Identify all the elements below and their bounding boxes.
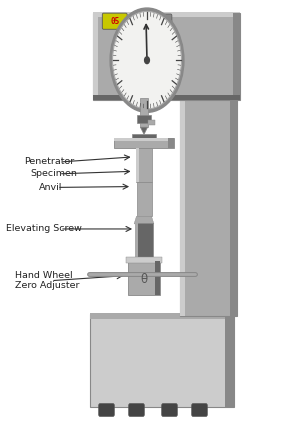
FancyBboxPatch shape bbox=[136, 182, 152, 216]
FancyBboxPatch shape bbox=[93, 13, 98, 100]
FancyBboxPatch shape bbox=[159, 14, 172, 28]
FancyBboxPatch shape bbox=[132, 14, 145, 28]
FancyBboxPatch shape bbox=[225, 314, 234, 407]
Circle shape bbox=[112, 11, 182, 109]
FancyBboxPatch shape bbox=[146, 14, 158, 28]
FancyBboxPatch shape bbox=[232, 13, 240, 100]
Text: Anvil: Anvil bbox=[39, 183, 62, 192]
FancyBboxPatch shape bbox=[140, 98, 148, 127]
FancyBboxPatch shape bbox=[129, 404, 144, 416]
Polygon shape bbox=[134, 216, 154, 224]
FancyBboxPatch shape bbox=[114, 138, 174, 148]
FancyBboxPatch shape bbox=[114, 138, 174, 141]
FancyBboxPatch shape bbox=[136, 148, 139, 182]
FancyBboxPatch shape bbox=[102, 13, 127, 29]
FancyBboxPatch shape bbox=[136, 148, 152, 182]
Circle shape bbox=[145, 57, 149, 64]
FancyBboxPatch shape bbox=[155, 261, 160, 295]
FancyBboxPatch shape bbox=[168, 138, 174, 148]
Text: Hand Wheel
Zero Adjuster: Hand Wheel Zero Adjuster bbox=[15, 271, 80, 290]
FancyBboxPatch shape bbox=[180, 45, 185, 316]
Circle shape bbox=[110, 8, 184, 112]
FancyBboxPatch shape bbox=[99, 404, 114, 416]
Text: 05: 05 bbox=[110, 17, 119, 26]
Text: θ: θ bbox=[140, 273, 148, 286]
FancyBboxPatch shape bbox=[135, 223, 138, 261]
FancyBboxPatch shape bbox=[148, 120, 154, 125]
FancyBboxPatch shape bbox=[132, 134, 156, 139]
Text: Elevating Screw: Elevating Screw bbox=[6, 224, 82, 234]
FancyBboxPatch shape bbox=[90, 314, 234, 407]
FancyBboxPatch shape bbox=[93, 95, 240, 100]
FancyBboxPatch shape bbox=[126, 257, 162, 263]
FancyBboxPatch shape bbox=[180, 45, 237, 316]
FancyBboxPatch shape bbox=[128, 261, 160, 295]
FancyBboxPatch shape bbox=[230, 45, 237, 316]
FancyBboxPatch shape bbox=[135, 223, 153, 261]
FancyBboxPatch shape bbox=[137, 115, 151, 123]
Text: Specimen: Specimen bbox=[30, 169, 77, 179]
FancyBboxPatch shape bbox=[93, 13, 240, 100]
FancyBboxPatch shape bbox=[162, 404, 177, 416]
FancyBboxPatch shape bbox=[90, 313, 234, 319]
FancyBboxPatch shape bbox=[93, 12, 240, 17]
FancyBboxPatch shape bbox=[192, 404, 207, 416]
Text: Penetrator: Penetrator bbox=[24, 157, 74, 167]
Polygon shape bbox=[140, 127, 148, 134]
